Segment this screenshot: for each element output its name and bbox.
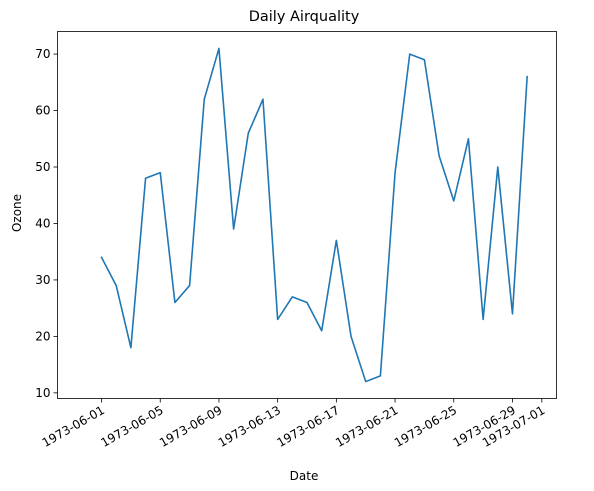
- plot-area: 102030405060701973-06-011973-06-051973-0…: [35, 31, 557, 450]
- axes-frame: [57, 31, 557, 399]
- x-tick-label: 1973-06-17: [274, 403, 341, 450]
- x-tick-label: 1973-06-01: [40, 403, 107, 450]
- x-tick-label: 1973-06-25: [392, 403, 459, 450]
- y-tick-label: 30: [35, 273, 50, 287]
- y-tick-label: 20: [35, 329, 50, 343]
- series-line: [100, 47, 528, 383]
- y-tick-label: 60: [35, 104, 50, 118]
- x-tick-label: 1973-06-21: [333, 403, 400, 450]
- y-tick-label: 10: [35, 386, 50, 400]
- y-tick-label: 50: [35, 160, 50, 174]
- y-axis-label: Ozone: [10, 194, 24, 232]
- x-tick-label: 1973-06-05: [98, 403, 165, 450]
- x-axis-label: Date: [290, 469, 319, 483]
- x-tick-label: 1973-06-13: [216, 403, 283, 450]
- y-tick-label: 70: [35, 47, 50, 61]
- chart-title: Daily Airquality: [249, 9, 360, 25]
- x-tick-label: 1973-06-09: [157, 403, 224, 450]
- y-tick-label: 40: [35, 216, 50, 230]
